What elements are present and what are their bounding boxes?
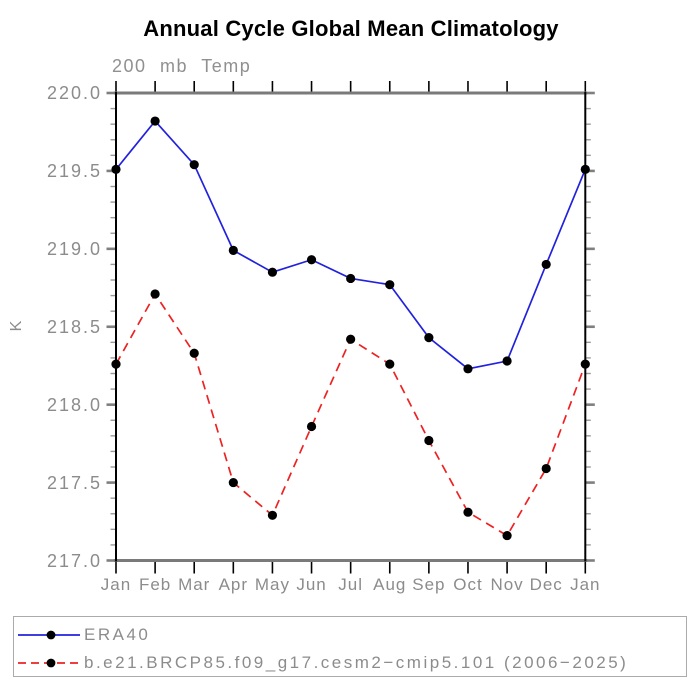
x-tick-label: Aug <box>373 575 407 594</box>
x-tick-label: Apr <box>218 575 249 594</box>
legend-sample-marker <box>46 630 56 640</box>
y-tick-label: 218.0 <box>46 394 102 415</box>
data-point-marker <box>111 164 121 174</box>
y-tick-label: 219.0 <box>46 238 102 259</box>
x-tick-label: Mar <box>178 575 211 594</box>
legend-entry-1: b.e21.BRCP85.f09_g17.cesm2−cmip5.101 (20… <box>18 651 628 675</box>
data-point-marker <box>267 510 278 520</box>
data-point-marker <box>580 359 590 369</box>
data-point-marker <box>306 421 317 432</box>
data-point-marker <box>346 273 356 284</box>
data-point-marker <box>346 334 356 344</box>
x-tick-label: Nov <box>490 575 524 594</box>
data-point-marker <box>463 507 473 517</box>
series-line-0 <box>115 119 587 370</box>
data-point-marker <box>541 259 551 270</box>
x-tick-label: Jan <box>570 575 601 594</box>
x-tick-label: Jul <box>338 575 363 594</box>
data-point-marker <box>424 333 434 343</box>
data-point-marker <box>306 255 317 265</box>
data-point-marker <box>385 359 395 369</box>
y-tick-label: 219.5 <box>46 160 102 181</box>
data-point-marker <box>463 364 473 374</box>
y-tick-label: 218.5 <box>46 316 102 337</box>
legend-entry-0: ERA40 <box>18 623 150 647</box>
legend-label-1: b.e21.BRCP85.f09_g17.cesm2−cmip5.101 (20… <box>84 653 629 672</box>
data-point-marker <box>228 477 238 488</box>
y-tick-label: 220.0 <box>46 83 102 103</box>
legend-line-sample-1 <box>18 658 80 668</box>
x-tick-label: Sep <box>412 575 446 594</box>
x-tick-label: Oct <box>453 575 483 594</box>
x-tick-label: Jan <box>100 575 132 594</box>
data-point-marker <box>111 359 121 369</box>
data-point-marker <box>150 289 160 299</box>
data-point-marker <box>267 267 278 277</box>
data-point-marker <box>189 348 199 358</box>
data-point-marker <box>189 160 199 170</box>
chart-title: Annual Cycle Global Mean Climatology <box>143 16 559 41</box>
legend-line-sample-0 <box>18 630 80 640</box>
legend-box: ERA40 b.e21.BRCP85.f09_g17.cesm2−cmip5.10… <box>13 616 687 677</box>
x-tick-label: Feb <box>138 575 172 594</box>
legend-sample-marker <box>46 658 56 668</box>
data-point-marker <box>228 245 238 255</box>
data-point-marker <box>150 116 160 126</box>
legend-label-0: ERA40 <box>84 625 151 644</box>
data-point-marker <box>502 530 512 541</box>
data-point-marker <box>424 435 434 446</box>
x-tick-label: Dec <box>529 575 563 594</box>
chart-subtitle: 200 mb Temp <box>112 56 252 76</box>
x-tick-label: May <box>254 575 290 594</box>
data-point-marker <box>541 463 551 474</box>
data-point-marker <box>580 164 590 174</box>
data-point-marker <box>502 356 512 366</box>
series-line-1 <box>115 292 587 537</box>
data-point-marker <box>385 280 395 290</box>
y-tick-label: 217.5 <box>46 472 102 493</box>
y-tick-label: 217.0 <box>46 550 102 571</box>
x-tick-label: Jun <box>296 575 327 594</box>
